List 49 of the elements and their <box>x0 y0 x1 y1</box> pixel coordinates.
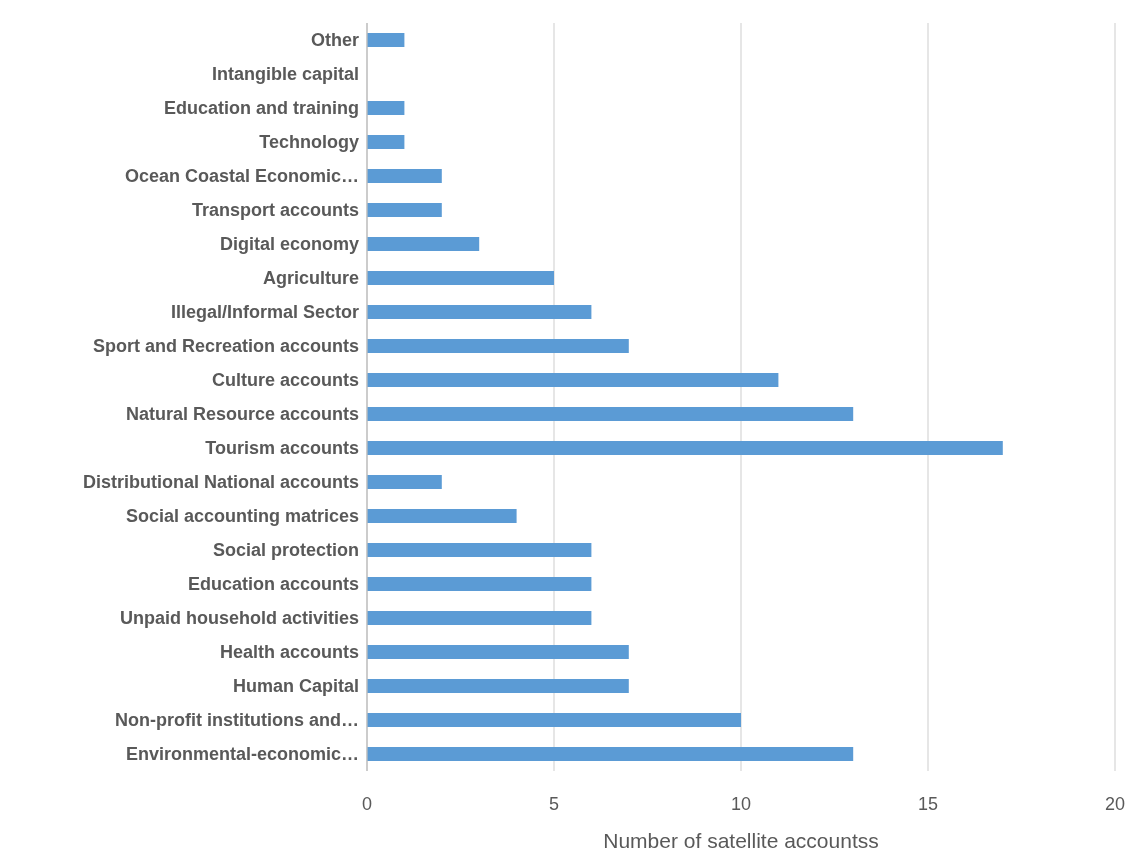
x-tick-label: 20 <box>1104 793 1126 814</box>
bar <box>367 237 480 251</box>
bar <box>367 679 629 693</box>
y-tick-label: Natural Resource accounts <box>125 404 359 425</box>
y-tick-label: Agriculture <box>262 268 359 289</box>
bar <box>367 577 592 591</box>
y-tick-label: Ocean Coastal Economic… <box>124 166 359 187</box>
x-tick-label: 15 <box>917 793 939 814</box>
bar <box>367 475 442 489</box>
y-tick-label: Transport accounts <box>191 200 359 221</box>
bar <box>367 339 629 353</box>
bar <box>367 441 1003 455</box>
y-tick-label: Non-profit institutions and… <box>115 710 359 731</box>
bar <box>367 645 629 659</box>
y-tick-label: Education and training <box>163 98 359 119</box>
y-tick-label: Illegal/Informal Sector <box>170 302 359 323</box>
x-tick-label: 10 <box>730 793 752 814</box>
y-tick-label: Social accounting matrices <box>125 506 359 527</box>
x-tick-label: 5 <box>548 793 560 814</box>
bar <box>367 271 554 285</box>
y-tick-label: Environmental-economic… <box>125 744 359 765</box>
y-tick-label: Digital economy <box>219 234 359 255</box>
x-tick-label: 0 <box>361 793 373 814</box>
bar <box>367 373 779 387</box>
bar <box>367 101 405 115</box>
y-tick-label: Technology <box>259 132 359 153</box>
bar <box>367 611 592 625</box>
bar <box>367 407 854 421</box>
y-tick-label: Intangible capital <box>211 64 359 85</box>
bar <box>367 135 405 149</box>
bar <box>367 543 592 557</box>
y-tick-label: Human Capital <box>232 676 359 697</box>
y-tick-label: Tourism accounts <box>205 438 359 459</box>
bar <box>367 203 442 217</box>
y-tick-label: Culture accounts <box>211 370 359 391</box>
y-tick-label: Sport and Recreation accounts <box>92 336 359 357</box>
y-tick-label: Unpaid household activities <box>119 608 359 629</box>
bar <box>367 305 592 319</box>
y-tick-label: Other <box>310 30 359 51</box>
bar <box>367 509 517 523</box>
bar <box>367 747 854 761</box>
bar <box>367 169 442 183</box>
bar <box>367 713 741 727</box>
y-tick-label: Social protection <box>212 540 359 561</box>
bar <box>367 33 405 47</box>
y-tick-label: Education accounts <box>187 574 359 595</box>
y-tick-label: Health accounts <box>219 642 359 663</box>
x-axis-title: Number of satellite accountss <box>603 829 879 852</box>
y-tick-label: Distributional National accounts <box>82 472 359 493</box>
